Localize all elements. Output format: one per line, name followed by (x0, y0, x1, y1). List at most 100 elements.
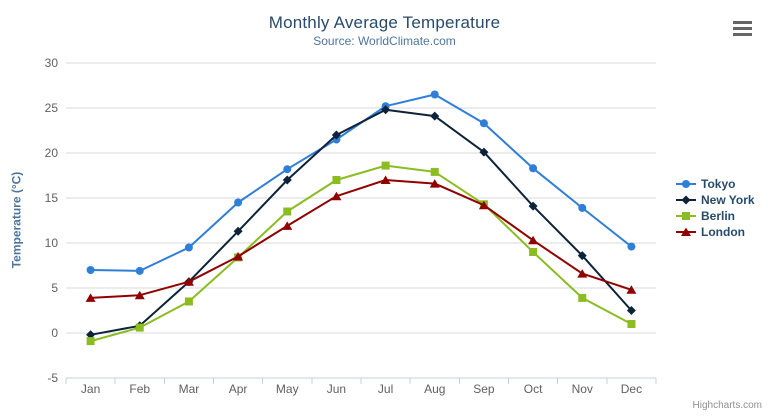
data-point[interactable] (135, 266, 144, 275)
legend-label: London (701, 225, 745, 239)
y-axis-tick-label: 0 (51, 326, 58, 340)
data-point[interactable] (529, 248, 538, 256)
data-point[interactable] (478, 200, 489, 210)
x-axis-labels: Jan Feb Mar Apr May Jun Jul Aug Sep Oct Nov Dec (81, 382, 642, 396)
data-point[interactable] (529, 164, 538, 173)
data-point[interactable] (627, 320, 636, 328)
y-axis-tick-label: 10 (45, 236, 59, 250)
gridlines (66, 62, 656, 379)
x-axis-label: Apr (229, 382, 248, 396)
legend-marker-shape[interactable] (682, 212, 690, 220)
legend-marker-icon (676, 195, 696, 205)
data-point[interactable] (528, 201, 538, 211)
data-point[interactable] (331, 191, 342, 201)
data-point[interactable] (381, 161, 390, 170)
data-point[interactable] (283, 207, 292, 216)
series-tokyo (86, 90, 636, 275)
data-point[interactable] (331, 130, 341, 140)
data-point[interactable] (282, 221, 293, 230)
data-point[interactable] (85, 293, 96, 302)
x-axis-label: Feb (129, 382, 150, 396)
x-axis-label: Aug (424, 382, 445, 396)
x-axis-label: May (276, 382, 299, 396)
data-point[interactable] (577, 251, 587, 261)
series-new-york (86, 105, 636, 340)
legend-marker-icon (676, 212, 696, 220)
data-point[interactable] (430, 90, 439, 99)
y-axis-tick-label: 25 (45, 101, 59, 115)
legend-label: Tokyo (701, 177, 736, 191)
data-point[interactable] (479, 119, 488, 128)
legend: Tokyo New York Berlin London (676, 176, 755, 240)
legend-item-tokyo[interactable]: Tokyo (676, 176, 755, 192)
x-axis-label: Dec (621, 382, 642, 396)
x-axis-label: Mar (179, 382, 200, 396)
x-axis-label: Oct (524, 382, 543, 396)
credits-link[interactable]: Highcharts.com (692, 400, 762, 411)
data-point[interactable] (86, 330, 96, 340)
data-point[interactable] (135, 323, 144, 332)
data-point[interactable] (429, 179, 440, 188)
x-axis-label: Jul (378, 382, 393, 396)
data-point[interactable] (282, 175, 292, 185)
x-axis-label: Sep (473, 382, 495, 396)
x-axis-label: Jan (81, 382, 100, 396)
legend-item-london[interactable]: London (676, 224, 755, 240)
data-point[interactable] (234, 198, 243, 207)
data-point[interactable] (578, 293, 587, 302)
legend-marker-shape[interactable] (681, 195, 691, 205)
data-point[interactable] (233, 252, 244, 261)
data-point[interactable] (627, 242, 636, 251)
data-point[interactable] (86, 337, 95, 346)
chart-subtitle: Source: WorldClimate.com (313, 34, 456, 48)
data-point[interactable] (577, 269, 588, 278)
data-point[interactable] (479, 147, 489, 157)
hamburger-icon (733, 21, 752, 24)
x-axis-label: Nov (572, 382, 593, 396)
y-axis-tick-label: 30 (45, 56, 59, 70)
chart-title: Monthly Average Temperature (268, 13, 501, 32)
data-point[interactable] (332, 176, 341, 184)
legend-marker-icon (676, 227, 696, 237)
hamburger-icon (733, 27, 752, 30)
series-london (85, 175, 637, 302)
data-point[interactable] (430, 111, 440, 121)
data-point[interactable] (380, 175, 391, 185)
series-line (89, 164, 633, 343)
data-point[interactable] (430, 167, 439, 176)
data-point[interactable] (578, 203, 587, 212)
data-point[interactable] (528, 235, 539, 245)
data-point[interactable] (184, 243, 193, 252)
data-point[interactable] (626, 285, 637, 294)
series-line (89, 179, 633, 299)
export-menu-button[interactable] (731, 20, 754, 37)
hamburger-icon (733, 33, 752, 36)
legend-marker-shape[interactable] (682, 180, 690, 188)
legend-item-berlin[interactable]: Berlin (676, 208, 755, 224)
data-point[interactable] (381, 105, 391, 115)
y-axis-title: Temperature (°C) (9, 171, 24, 269)
data-point[interactable] (134, 290, 145, 300)
y-axis-tick-label: 20 (45, 146, 59, 160)
series-line (89, 108, 633, 336)
x-axis (65, 377, 657, 384)
data-series (85, 90, 637, 346)
legend-marker-icon (676, 180, 696, 188)
data-point[interactable] (283, 165, 292, 174)
data-point[interactable] (233, 226, 243, 236)
legend-marker-shape[interactable] (681, 227, 691, 237)
legend-item-new-york[interactable]: New York (676, 192, 755, 208)
series-line (89, 93, 633, 272)
data-point[interactable] (183, 277, 194, 286)
y-axis-tick-label: -5 (47, 371, 58, 385)
legend-label: New York (701, 193, 755, 207)
y-axis-labels: -5 0 5 10 15 20 25 30 (45, 56, 59, 385)
legend-label: Berlin (701, 209, 736, 223)
data-point[interactable] (86, 266, 95, 274)
y-axis-tick-label: 15 (45, 191, 59, 205)
y-axis-tick-label: 5 (51, 281, 58, 295)
data-point[interactable] (626, 306, 636, 315)
data-point[interactable] (184, 297, 193, 306)
